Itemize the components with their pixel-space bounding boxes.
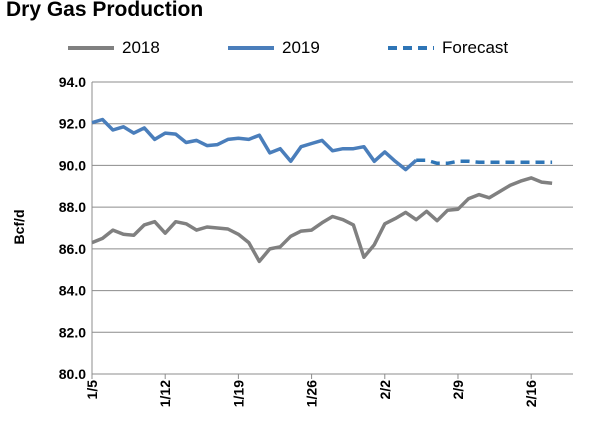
series [91, 117, 553, 264]
y-tick-label: 88.0 [59, 199, 86, 215]
y-tick-labels: 80.0 82.0 84.0 86.0 88.0 90.0 92.0 94.0 [59, 74, 86, 382]
x-tick-label: 1/26 [304, 380, 320, 407]
legend-swatch-2018 [68, 46, 114, 50]
x-tick-label: 1/19 [230, 380, 246, 407]
y-tick-label: 92.0 [59, 116, 86, 132]
legend-label-2018: 2018 [122, 38, 160, 57]
legend-swatch-forecast [388, 46, 434, 50]
chart-title: Dry Gas Production [6, 0, 204, 21]
y-tick-label: 84.0 [59, 283, 86, 299]
gridlines [92, 81, 573, 333]
y-tick-label: 90.0 [59, 157, 86, 173]
legend-item-forecast: Forecast [386, 36, 508, 60]
legend-label-forecast: Forecast [442, 38, 509, 57]
legend-item-2019: 2019 [226, 36, 320, 60]
series-line-2019 [91, 117, 418, 172]
y-tick-label: 82.0 [59, 324, 86, 340]
x-tick-labels: 1/5 1/12 1/19 1/26 2/2 2/9 2/16 [84, 380, 539, 407]
x-tick-label: 1/5 [84, 380, 100, 400]
y-axis-title: Bcf/d [11, 210, 27, 245]
axes [91, 82, 573, 379]
legend-swatch-2019 [228, 46, 274, 50]
y-tick-label: 86.0 [59, 241, 86, 257]
x-tick-label: 2/2 [377, 380, 393, 400]
legend-label-2019: 2019 [282, 38, 320, 57]
y-tick-label: 80.0 [59, 366, 86, 382]
series-line-forecast [416, 158, 553, 166]
legend-item-2018: 2018 [66, 36, 160, 60]
x-tick-label: 1/12 [157, 380, 173, 407]
x-tick-label: 2/16 [523, 380, 539, 407]
x-tick-label: 2/9 [450, 380, 466, 400]
legend: 2018 2019 Forecast [66, 36, 586, 60]
series-line-2018 [91, 176, 553, 264]
y-tick-label: 94.0 [59, 74, 86, 90]
